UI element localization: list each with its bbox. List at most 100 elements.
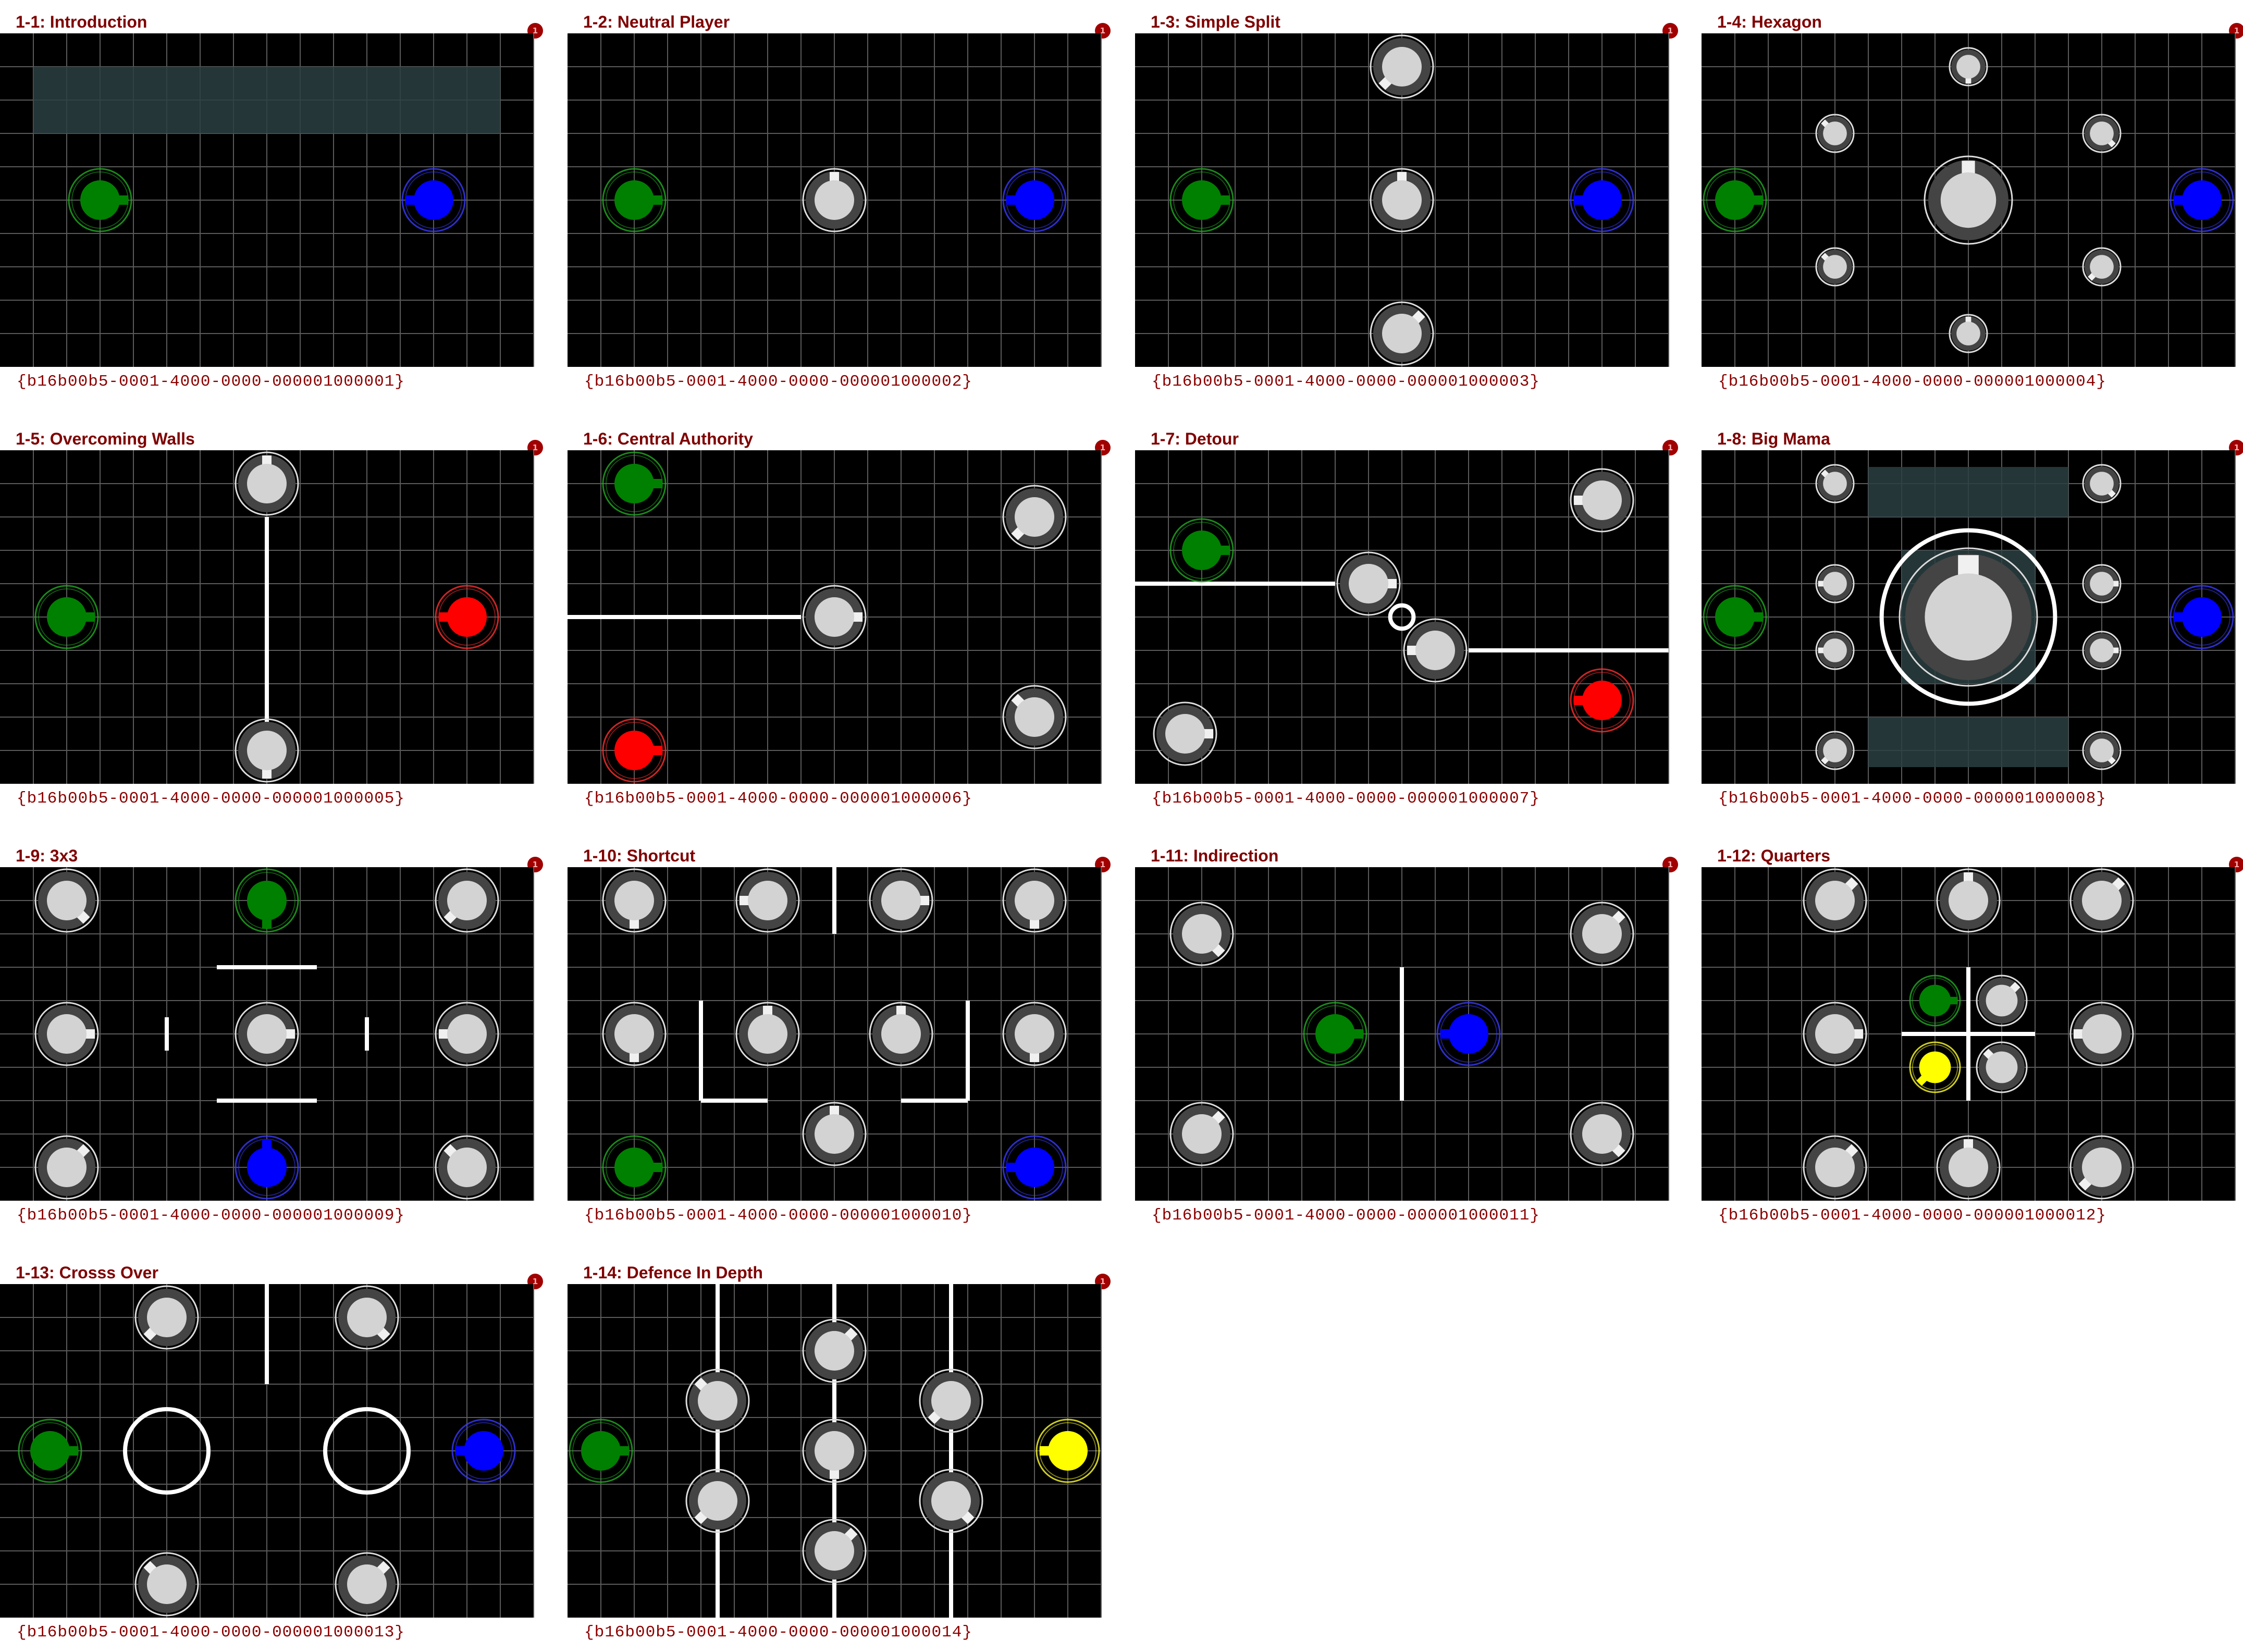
neutral-node[interactable] <box>2082 564 2122 603</box>
level-board[interactable] <box>568 33 1102 367</box>
neutral-node[interactable] <box>919 1469 983 1533</box>
green-node[interactable] <box>34 585 99 649</box>
green-node[interactable] <box>1703 585 1767 649</box>
neutral-node[interactable] <box>2069 1002 2134 1066</box>
neutral-node[interactable] <box>34 1135 99 1200</box>
yellow-node[interactable] <box>1036 1419 1100 1483</box>
neutral-node[interactable] <box>802 1419 867 1483</box>
green-node[interactable] <box>1169 518 1234 583</box>
neutral-node[interactable] <box>685 1469 750 1533</box>
level-card[interactable]: 1-10: Shortcut 1 {b16b00b5-0001-4000-0000-… <box>568 834 1111 1235</box>
neutral-node[interactable] <box>2082 247 2122 287</box>
neutral-node[interactable] <box>2069 1135 2134 1200</box>
neutral-node[interactable] <box>869 868 933 933</box>
neutral-node[interactable] <box>2082 631 2122 670</box>
level-board[interactable] <box>0 450 534 784</box>
neutral-node[interactable] <box>602 868 667 933</box>
level-board[interactable] <box>1135 450 1669 784</box>
level-card[interactable]: 1-1: Introduction 1 {b16b00b5-0001-4000-00… <box>0 0 543 401</box>
neutral-node[interactable] <box>1924 155 2013 245</box>
yellow-node[interactable] <box>1909 1041 1961 1093</box>
neutral-node[interactable] <box>435 1002 499 1066</box>
neutral-node[interactable] <box>134 1552 199 1617</box>
neutral-node[interactable] <box>802 168 867 232</box>
neutral-node[interactable] <box>1570 1102 1634 1166</box>
green-node[interactable] <box>1169 168 1234 232</box>
neutral-node[interactable] <box>235 1002 299 1066</box>
neutral-node[interactable] <box>802 1519 867 1583</box>
neutral-node[interactable] <box>1803 868 1867 933</box>
neutral-node[interactable] <box>2082 114 2122 153</box>
neutral-node[interactable] <box>1002 485 1067 549</box>
blue-node[interactable] <box>1436 1002 1501 1066</box>
level-board[interactable] <box>1702 450 2236 784</box>
level-board[interactable] <box>568 867 1102 1201</box>
green-node[interactable] <box>569 1419 633 1483</box>
neutral-node[interactable] <box>1803 1135 1867 1200</box>
neutral-node[interactable] <box>802 1318 867 1383</box>
neutral-node[interactable] <box>134 1285 199 1350</box>
red-node[interactable] <box>602 718 667 783</box>
neutral-node[interactable] <box>34 1002 99 1066</box>
neutral-node[interactable] <box>802 585 867 649</box>
neutral-node[interactable] <box>802 1102 867 1166</box>
blue-node[interactable] <box>1002 1135 1067 1200</box>
neutral-node[interactable] <box>1936 1135 2001 1200</box>
neutral-node[interactable] <box>1153 701 1217 766</box>
level-board[interactable] <box>0 867 534 1201</box>
neutral-node[interactable] <box>235 451 299 516</box>
green-node[interactable] <box>602 168 667 232</box>
level-card[interactable]: 1-9: 3x3 1 {b16b00b5-0001-4000-0000-000001… <box>0 834 543 1235</box>
neutral-node[interactable] <box>1002 868 1067 933</box>
neutral-node[interactable] <box>1899 547 2038 687</box>
blue-node[interactable] <box>1570 168 1634 232</box>
neutral-node[interactable] <box>335 1552 399 1617</box>
red-node[interactable] <box>1570 668 1634 733</box>
level-card[interactable]: 1-11: Indirection 1 {b16b00b5-0001-4000-00… <box>1135 834 1678 1235</box>
neutral-node[interactable] <box>1002 685 1067 749</box>
neutral-node[interactable] <box>1370 301 1434 366</box>
neutral-node[interactable] <box>435 1135 499 1200</box>
neutral-node[interactable] <box>1169 902 1234 966</box>
level-board[interactable] <box>1702 867 2236 1201</box>
level-card[interactable]: 1-14: Defence In Depth 1 {b16b00b5-0001-40… <box>568 1251 1111 1652</box>
neutral-node[interactable] <box>1336 551 1401 616</box>
level-card[interactable]: 1-2: Neutral Player 1 {b16b00b5-0001-4000-… <box>568 0 1111 401</box>
neutral-node[interactable] <box>1976 975 2028 1027</box>
neutral-node[interactable] <box>34 868 99 933</box>
neutral-node[interactable] <box>1976 1041 2028 1093</box>
neutral-node[interactable] <box>1815 731 1855 770</box>
level-board[interactable] <box>0 33 534 367</box>
neutral-node[interactable] <box>1002 1002 1067 1066</box>
green-node[interactable] <box>602 1135 667 1200</box>
blue-node[interactable] <box>401 168 466 232</box>
green-node[interactable] <box>235 868 299 933</box>
level-card[interactable]: 1-3: Simple Split 1 {b16b00b5-0001-4000-00… <box>1135 0 1678 401</box>
neutral-node[interactable] <box>1815 114 1855 153</box>
blue-node[interactable] <box>2170 585 2234 649</box>
level-board[interactable] <box>568 450 1102 784</box>
neutral-node[interactable] <box>2082 731 2122 770</box>
level-card[interactable]: 1-13: Crosss Over 1 {b16b00b5-0001-4000-00… <box>0 1251 543 1652</box>
neutral-node[interactable] <box>1815 247 1855 287</box>
neutral-node[interactable] <box>1169 1102 1234 1166</box>
neutral-node[interactable] <box>1949 314 1988 353</box>
neutral-node[interactable] <box>1370 34 1434 99</box>
neutral-node[interactable] <box>1570 902 1634 966</box>
neutral-node[interactable] <box>2069 868 2134 933</box>
level-card[interactable]: 1-7: Detour 1 {b16b00b5-0001-4000-0000-000… <box>1135 417 1678 818</box>
neutral-node[interactable] <box>435 868 499 933</box>
neutral-node[interactable] <box>602 1002 667 1066</box>
green-node[interactable] <box>1303 1002 1367 1066</box>
blue-node[interactable] <box>451 1419 516 1483</box>
level-board[interactable] <box>568 1284 1102 1618</box>
green-node[interactable] <box>68 168 132 232</box>
neutral-node[interactable] <box>235 718 299 783</box>
neutral-node[interactable] <box>1403 618 1468 683</box>
red-node[interactable] <box>435 585 499 649</box>
neutral-node[interactable] <box>1936 868 2001 933</box>
neutral-node[interactable] <box>1570 468 1634 533</box>
level-card[interactable]: 1-8: Big Mama 1 {b16b00b5-0001-4000-0000-0… <box>1702 417 2243 818</box>
level-card[interactable]: 1-6: Central Authority 1 {b16b00b5-0001-40… <box>568 417 1111 818</box>
level-card[interactable]: 1-4: Hexagon 1 {b16b00b5-0001-4000-0000-00… <box>1702 0 2243 401</box>
